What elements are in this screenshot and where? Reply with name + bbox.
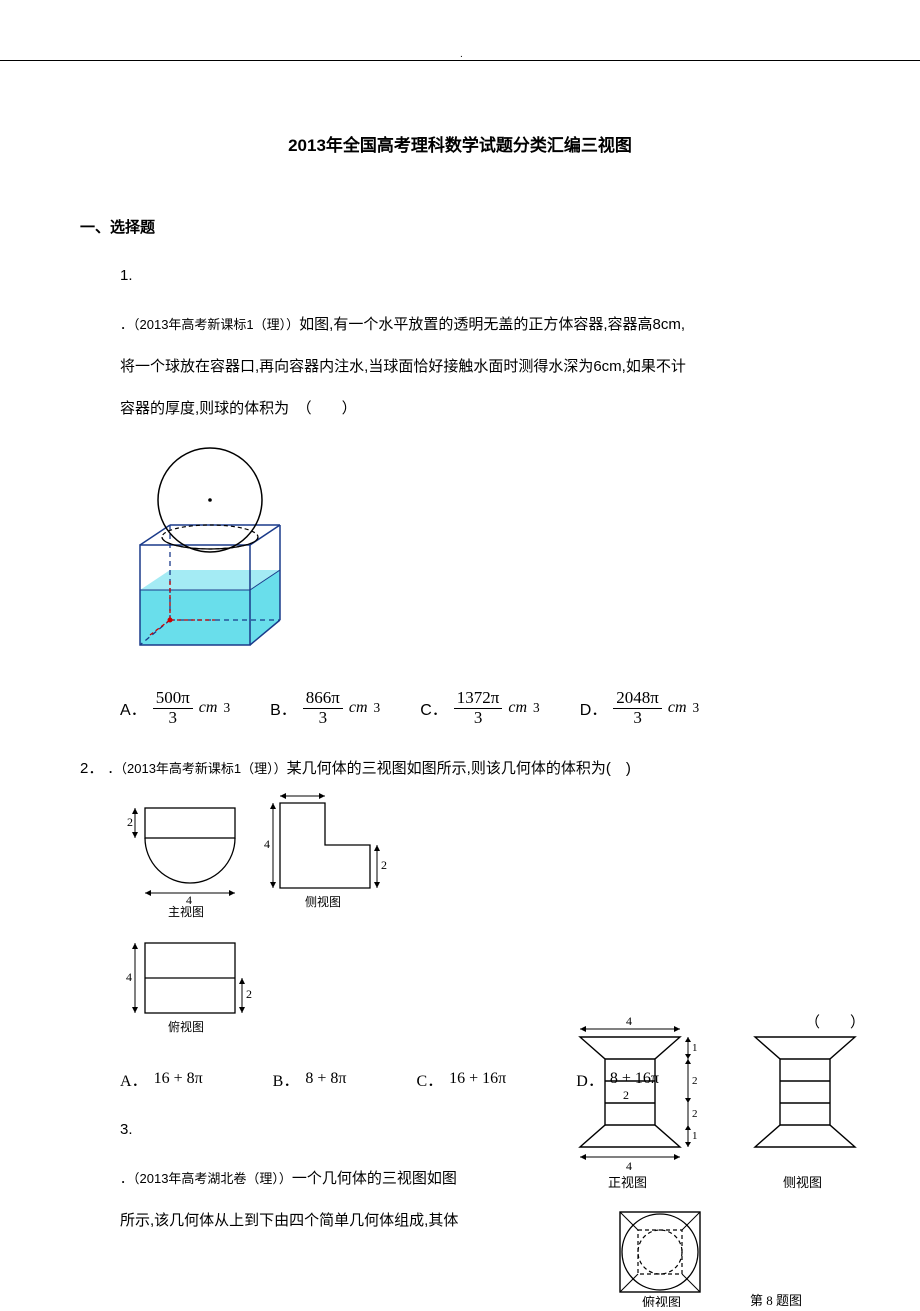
svg-text:4: 4 [264, 837, 270, 851]
svg-text:（ ）: （ ） [805, 1014, 865, 1031]
q2-text: 某几何体的三视图如图所示,则该几何体的体积为( ) [287, 760, 631, 777]
svg-text:4: 4 [626, 1014, 632, 1028]
q2-option-b: B．8 + 8π [273, 1067, 347, 1091]
svg-text:4: 4 [126, 970, 132, 984]
svg-text:2: 2 [692, 1075, 698, 1087]
q1-number: 1. [120, 267, 840, 284]
svg-text:2: 2 [299, 793, 305, 795]
svg-text:2: 2 [127, 815, 133, 829]
page-title: 2013年全国高考理科数学试题分类汇编三视图 [80, 131, 840, 156]
svg-text:正视图: 正视图 [608, 1175, 647, 1190]
q1-line3: 容器的厚度,则球的体积为 （ ） [120, 400, 357, 417]
svg-text:2: 2 [692, 1108, 698, 1120]
svg-text:4: 4 [626, 1159, 632, 1173]
q1-option-a: A．500π3cm3 [120, 689, 230, 727]
q3-source: ．（2013年高考湖北卷（理）） [120, 1171, 292, 1186]
q2-option-c: C．16 + 16π [416, 1067, 506, 1091]
svg-text:主视图: 主视图 [168, 904, 204, 919]
svg-text:俯视图: 俯视图 [642, 1295, 681, 1307]
q1-line1: 如图,有一个水平放置的透明无盖的正方体容器,容器高8cm, [299, 316, 685, 333]
q1-option-c: C．1372π3cm3 [420, 689, 539, 727]
svg-text:2: 2 [246, 987, 252, 1001]
section-heading: 一、选择题 [80, 216, 840, 237]
q3-body: ．（2013年高考湖北卷（理））一个几何体的三视图如图 所示,该几何体从上到下由… [120, 1158, 530, 1242]
q2-option-a: A．16 + 8π [120, 1067, 203, 1091]
svg-text:侧视图: 侧视图 [783, 1175, 822, 1190]
q2-number: 2． [80, 760, 103, 777]
svg-text:俯视图: 俯视图 [168, 1019, 204, 1034]
q1-body: ．（2013年高考新课标1（理））如图,有一个水平放置的透明无盖的正方体容器,容… [120, 304, 840, 430]
q2-source: ．（2013年高考新课标1（理）） [108, 761, 287, 776]
q1-options: A．500π3cm3 B．866π3cm3 C．1372π3cm3 D．2048… [120, 689, 840, 727]
q3-line2: 所示,该几何体从上到下由四个简单几何体组成,其体 [120, 1212, 458, 1229]
q2-figure: 2 4 主视图 2 4 2 侧视图 [120, 793, 840, 1042]
q3-line1: 一个几何体的三视图如图 [292, 1170, 457, 1187]
q1-line2: 将一个球放在容器口,再向容器内注水,当球面恰好接触水面时测得水深为6cm,如果不… [120, 358, 686, 375]
q2-line: 2． ．（2013年高考新课标1（理））某几何体的三视图如图所示,则该几何体的体… [80, 757, 840, 778]
svg-text:侧视图: 侧视图 [305, 894, 341, 909]
svg-text:1: 1 [692, 1130, 698, 1142]
svg-text:2: 2 [381, 858, 387, 872]
q1-option-b: B．866π3cm3 [270, 689, 380, 727]
q1-source: ．（2013年高考新课标1（理）） [120, 317, 299, 332]
q1-option-d: D．2048π3cm3 [580, 689, 699, 727]
q1-figure [120, 445, 840, 669]
svg-text:1: 1 [692, 1042, 698, 1054]
svg-text:第 8 题图: 第 8 题图 [750, 1293, 802, 1307]
svg-text:2: 2 [623, 1088, 629, 1102]
q3-figure: （ ） 4 1 2 [560, 1007, 870, 1311]
